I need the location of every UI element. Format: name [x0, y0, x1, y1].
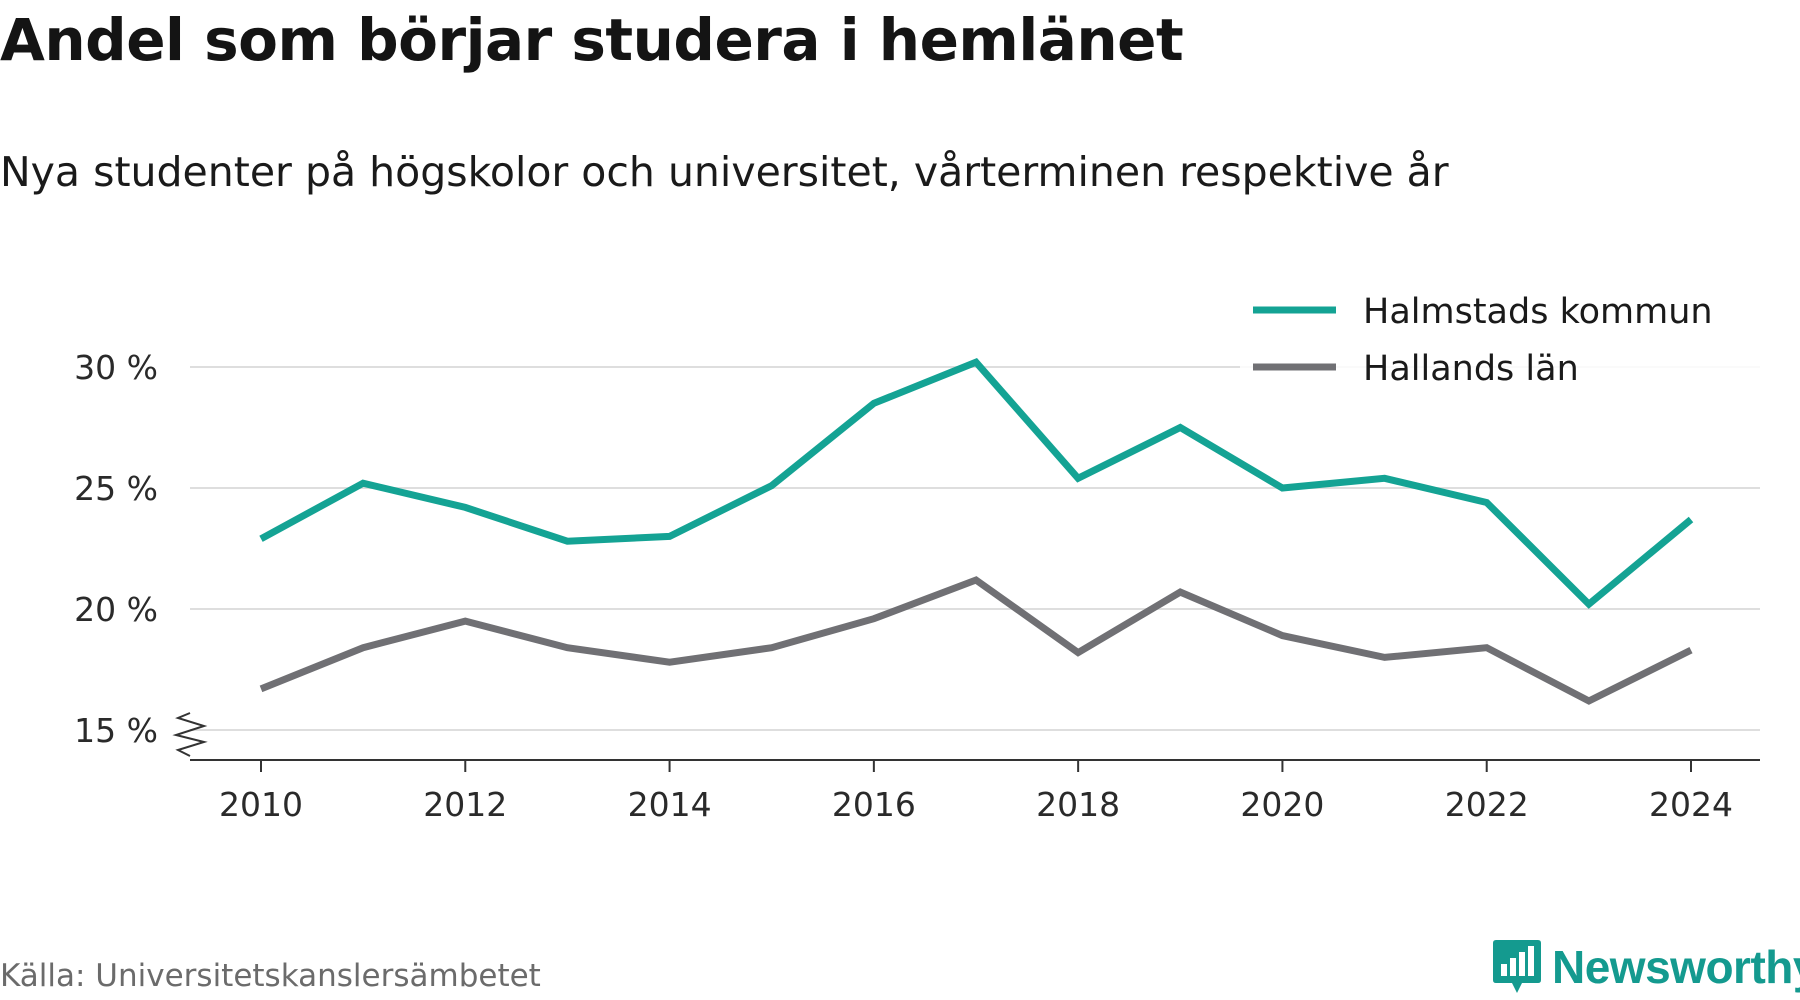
- legend: Halmstads kommun Hallands län: [1240, 282, 1760, 390]
- x-tick-label: 2024: [1649, 785, 1733, 824]
- x-tick-label: 2010: [219, 785, 303, 824]
- legend-label: Hallands län: [1363, 349, 1579, 389]
- y-tick-label: 20 %: [74, 590, 158, 629]
- chart-subtitle: Nya studenter på högskolor och universit…: [0, 148, 1449, 196]
- y-tick-label: 25 %: [74, 469, 158, 508]
- x-tick-label: 2018: [1036, 785, 1120, 824]
- series-line: [259, 576, 1693, 705]
- axis-break-icon: [172, 712, 208, 757]
- source-note: Källa: Universitetskanslersämbetet: [0, 958, 541, 994]
- series-lines: [259, 358, 1694, 705]
- x-axis: 2010 2012 2014 2016 2018 2020 2022 2024: [190, 759, 1760, 824]
- y-tick-label: 30 %: [74, 348, 158, 387]
- newsworthy-logo: Newsworthy: [1492, 938, 1800, 996]
- x-tick-label: 2012: [423, 785, 507, 824]
- x-tick-label: 2020: [1240, 785, 1324, 824]
- brand-name: Newsworthy: [1552, 941, 1800, 993]
- grid-lines: [190, 366, 1760, 731]
- x-tick-label: 2022: [1445, 785, 1529, 824]
- series-line: [259, 358, 1694, 609]
- chart-title: Andel som börjar studera i hemlänet: [0, 6, 1184, 74]
- line-chart: 15 % 20 % 25 % 30 % 2010 2012 2014 2016 2018 202…: [74, 282, 1760, 824]
- newsworthy-bar-chart-icon: [1493, 940, 1541, 993]
- y-axis: 15 % 20 % 25 % 30 %: [74, 348, 208, 757]
- legend-background: [1240, 282, 1760, 390]
- x-tick-label: 2016: [832, 785, 916, 824]
- legend-label: Halmstads kommun: [1363, 292, 1713, 332]
- y-tick-label: 15 %: [74, 711, 158, 750]
- x-tick-label: 2014: [628, 785, 712, 824]
